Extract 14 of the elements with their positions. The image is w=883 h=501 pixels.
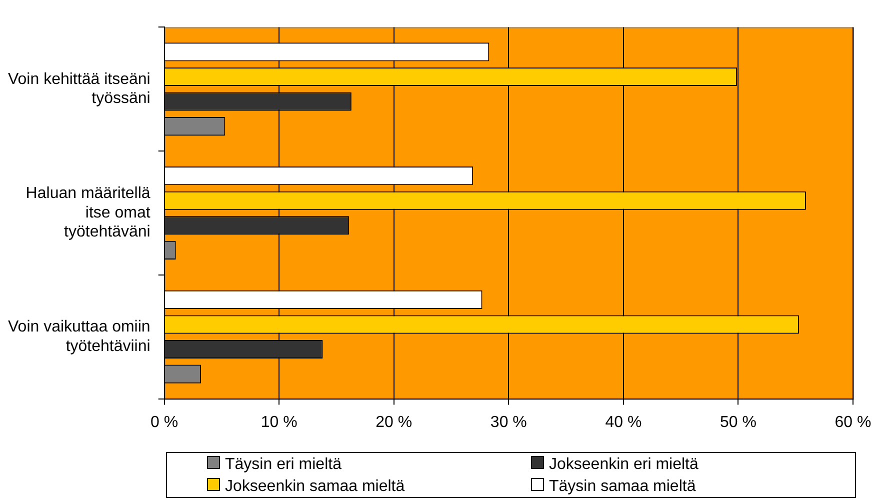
y-tick-label: Voin kehittää itseäni työssäni	[8, 70, 150, 108]
x-tick-label: 0 %	[150, 414, 178, 431]
x-tick-label: 40 %	[605, 414, 642, 431]
x-tick-label: 30 %	[490, 414, 527, 431]
x-tick-label: 20 %	[376, 414, 412, 431]
legend-label: Täysin eri mieltä	[224, 455, 342, 475]
legend-label: Jokseenkin eri mieltä	[548, 455, 700, 475]
legend-label: Täysin samaa mieltä	[548, 476, 697, 496]
y-tick-label: Haluan määritellä itse omat työtehtäväni	[26, 185, 151, 241]
x-tick-label: 50 %	[720, 414, 756, 431]
x-tick-label: 60 %	[834, 414, 872, 431]
x-tick-label: 10 %	[260, 414, 298, 431]
legend-label: Jokseenkin samaa mieltä	[224, 476, 406, 496]
y-tick-label: Voin vaikuttaa omiin työtehtäviini	[8, 318, 150, 355]
